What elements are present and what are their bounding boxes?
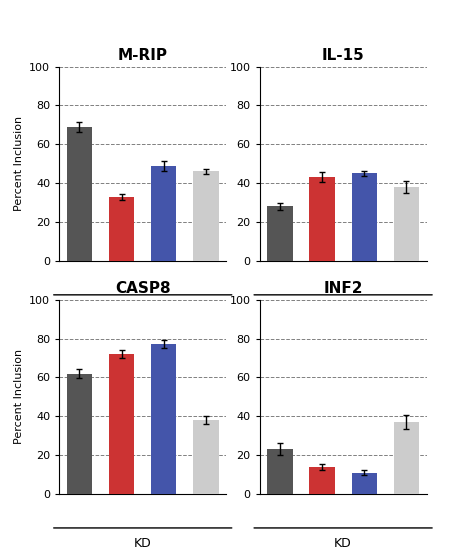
Bar [151,344,176,494]
Bar [310,178,335,261]
Bar [151,165,176,261]
Bar [267,450,292,494]
Bar [352,473,377,494]
Bar [193,171,219,261]
Title: IL-15: IL-15 [322,48,365,63]
Bar [352,173,377,261]
Bar [193,420,219,494]
Text: KD: KD [134,304,152,316]
Bar [109,197,134,261]
Bar [310,467,335,494]
Bar [394,422,419,494]
Text: KD: KD [134,537,152,549]
Text: KD: KD [334,537,352,549]
Title: CASP8: CASP8 [115,281,171,296]
Bar [394,187,419,261]
Title: M-RIP: M-RIP [118,48,168,63]
Bar [109,354,134,494]
Bar [67,374,92,494]
Bar [67,127,92,261]
Text: KD: KD [334,304,352,316]
Y-axis label: Percent Inclusion: Percent Inclusion [14,116,24,211]
Title: INF2: INF2 [323,281,363,296]
Y-axis label: Percent Inclusion: Percent Inclusion [14,349,24,445]
Bar [267,206,292,261]
